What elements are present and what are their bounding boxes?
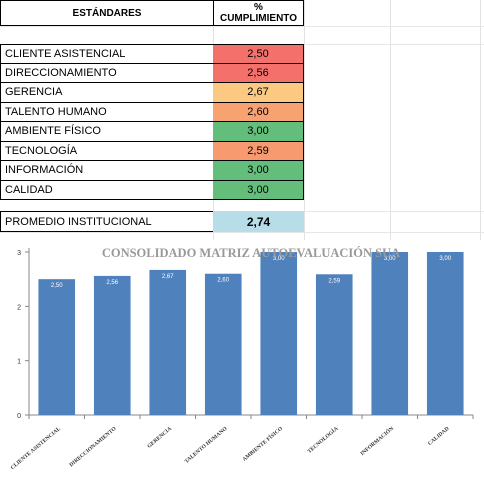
row-value[interactable]: 3,00 xyxy=(213,180,304,200)
row-value[interactable]: 3,00 xyxy=(213,122,304,142)
row-label[interactable]: AMBIENTE FÍSICO xyxy=(0,122,214,142)
row-value[interactable]: 3,00 xyxy=(213,161,304,181)
header-pct-text: CUMPLIMIENTO xyxy=(219,13,298,24)
grid-column-line xyxy=(304,0,305,240)
chart-title: CONSOLIDADO MATRIZ AUTOEVALUACIÓN SUA xyxy=(102,246,400,260)
y-tick-label: 0 xyxy=(17,413,21,420)
x-tick-label: CLIENTE ASISTENCIAL xyxy=(10,426,62,471)
grid-row-line xyxy=(0,26,484,27)
grid-row-line xyxy=(0,232,484,233)
x-tick-label: INFORMACIÓN xyxy=(358,424,395,457)
row-label[interactable]: TALENTO HUMANO xyxy=(0,102,214,122)
bar-data-label: 3,00 xyxy=(439,256,451,262)
row-value[interactable]: 2,67 xyxy=(213,83,304,103)
bar-data-label: 3,00 xyxy=(273,256,285,262)
row-value[interactable]: 2,50 xyxy=(213,44,304,64)
row-value[interactable]: 2,56 xyxy=(213,63,304,83)
bar-data-label: 3,00 xyxy=(384,256,396,262)
bar-data-label: 2,67 xyxy=(162,274,174,280)
header-pct-symbol: % xyxy=(254,2,263,13)
bar-data-label: 2,50 xyxy=(51,283,63,289)
x-tick-label: AMBIENTE FÍSICO xyxy=(240,424,284,463)
grid-column-line xyxy=(480,0,481,240)
chart-bar xyxy=(371,252,409,415)
row-label[interactable]: CALIDAD xyxy=(0,180,214,200)
chart-bar xyxy=(260,252,298,415)
row-label[interactable]: GERENCIA xyxy=(0,83,214,103)
chart-bar xyxy=(204,273,242,415)
chart-bar xyxy=(315,274,353,415)
chart-bar xyxy=(149,269,187,415)
header-standards: ESTÁNDARES xyxy=(0,0,214,26)
y-tick-label: 2 xyxy=(17,304,21,311)
bar-data-label: 2,56 xyxy=(106,280,118,286)
chart-bar xyxy=(38,279,76,415)
chart-bar xyxy=(93,275,131,415)
bar-chart: 0 1 2 3 2,50 CLIENTE ASISTENCIAL 2,56 DIRECCION… xyxy=(10,246,474,471)
grid-column-line xyxy=(390,0,391,240)
row-value[interactable]: 2,59 xyxy=(213,141,304,161)
header-compliance: % CUMPLIMIENTO xyxy=(213,0,304,26)
bar-data-label: 2,59 xyxy=(328,278,340,284)
row-label[interactable]: DIRECCIONAMIENTO xyxy=(0,63,214,83)
row-label[interactable]: INFORMACIÓN xyxy=(0,161,214,181)
row-value[interactable]: 2,60 xyxy=(213,102,304,122)
promedio-label[interactable]: PROMEDIO INSTITUCIONAL xyxy=(0,211,214,232)
y-tick-label: 3 xyxy=(17,250,21,257)
x-tick-label: CALIDAD xyxy=(427,426,451,447)
chart-bar xyxy=(426,252,464,415)
row-label[interactable]: CLIENTE ASISTENCIAL xyxy=(0,44,214,64)
y-tick-label: 1 xyxy=(17,359,21,366)
x-tick-label: GERENCIA xyxy=(146,426,173,450)
x-tick-label: TALENTO HUMANO xyxy=(184,425,229,464)
bar-data-label: 2,60 xyxy=(217,278,229,284)
x-tick-label: TECNOLOGÍA xyxy=(305,424,339,455)
row-label[interactable]: TECNOLOGÍA xyxy=(0,141,214,161)
x-tick-label: DIRECCIONAMIENTO xyxy=(69,425,119,468)
embedded-chart[interactable]: 0 1 2 3 2,50 CLIENTE ASISTENCIAL 2,56 DIRECCION… xyxy=(3,241,481,489)
promedio-value[interactable]: 2,74 xyxy=(213,211,304,232)
